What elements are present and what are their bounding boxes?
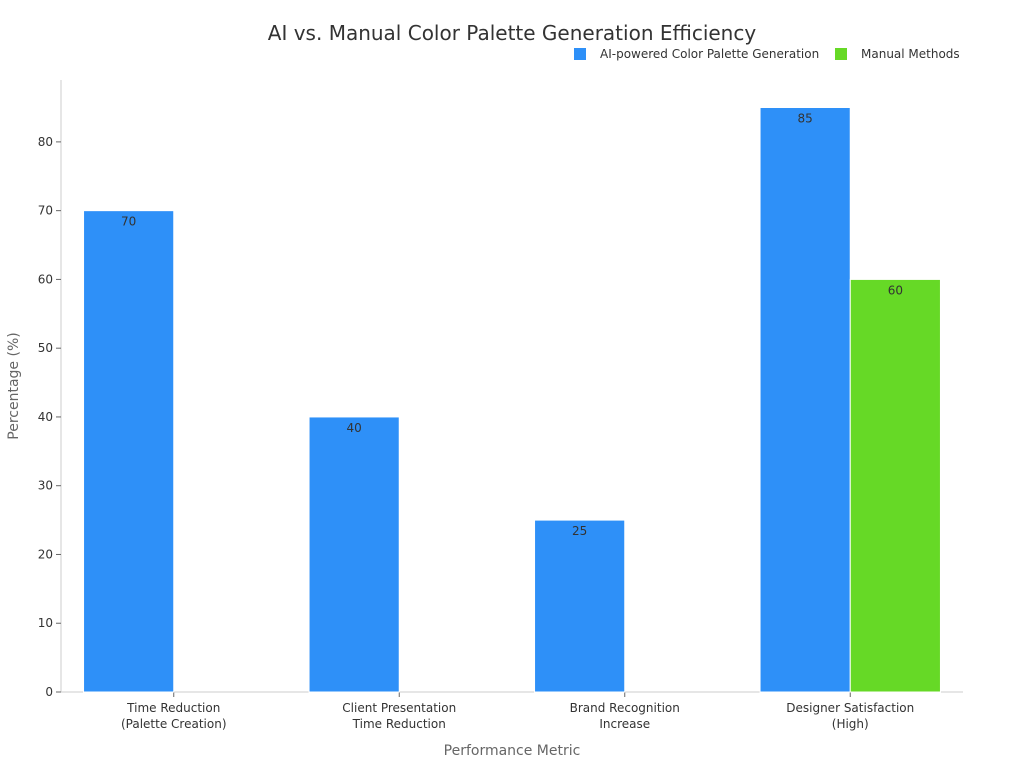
y-tick-label: 20 [38,547,53,561]
legend-swatch [574,48,586,60]
x-tick-label: Time Reduction [352,717,446,731]
bar-value-label: 40 [347,421,362,435]
legend-swatch [835,48,847,60]
x-tick-label: Time Reduction [126,701,220,715]
legend-label: Manual Methods [861,47,960,61]
bar-value-label: 60 [888,283,903,297]
x-axis-title: Performance Metric [444,743,581,759]
y-tick-label: 70 [38,204,53,218]
y-tick-label: 10 [38,616,53,630]
chart-title: AI vs. Manual Color Palette Generation E… [268,21,757,45]
legend-label: AI-powered Color Palette Generation [600,47,819,61]
bar-value-label: 25 [572,524,587,538]
bar [534,519,626,693]
bar-value-label: 85 [798,112,813,126]
y-axis-title: Percentage (%) [6,332,22,439]
x-tick-label: Brand Recognition [570,701,680,715]
x-tick-label: Increase [599,717,650,731]
bar-value-label: 70 [121,215,136,229]
bar [83,210,175,693]
data-labels: 70 40 25 85 60 [121,112,903,539]
bar [308,416,400,693]
x-tick-label: Designer Satisfaction [786,701,914,715]
y-tick-label: 60 [38,272,53,286]
y-tick-label: 50 [38,341,53,355]
x-tick-label: Client Presentation [342,701,456,715]
y-tick-label: 0 [45,685,53,699]
y-tick-label: 40 [38,410,53,424]
bar [849,278,941,693]
y-tick-label: 30 [38,479,53,493]
x-tick-label: (High) [832,717,869,731]
x-tick-label: (Palette Creation) [121,717,227,731]
legend: AI-powered Color Palette Generation Manua… [574,47,960,61]
bars [83,107,941,693]
x-axis: Time Reduction (Palette Creation) Client P… [61,691,963,731]
bar [759,107,851,693]
y-tick-label: 80 [38,135,53,149]
y-axis: 0 10 20 30 40 50 60 70 80 [38,80,62,699]
